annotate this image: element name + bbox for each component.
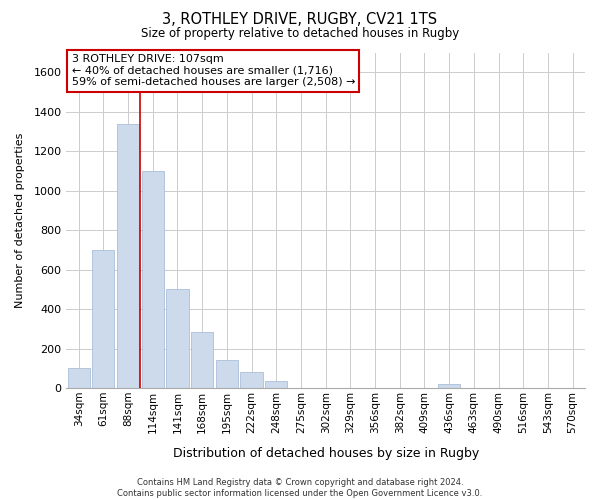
X-axis label: Distribution of detached houses by size in Rugby: Distribution of detached houses by size … [173, 447, 479, 460]
Bar [92, 250, 115, 388]
Bar [241, 372, 263, 388]
Bar [438, 384, 460, 388]
Bar [265, 382, 287, 388]
Bar [191, 332, 213, 388]
Text: 3, ROTHLEY DRIVE, RUGBY, CV21 1TS: 3, ROTHLEY DRIVE, RUGBY, CV21 1TS [163, 12, 437, 28]
Text: Size of property relative to detached houses in Rugby: Size of property relative to detached ho… [141, 28, 459, 40]
Y-axis label: Number of detached properties: Number of detached properties [15, 132, 25, 308]
Bar [216, 360, 238, 388]
Text: Contains HM Land Registry data © Crown copyright and database right 2024.
Contai: Contains HM Land Registry data © Crown c… [118, 478, 482, 498]
Bar [117, 124, 139, 388]
Text: 3 ROTHLEY DRIVE: 107sqm
← 40% of detached houses are smaller (1,716)
59% of semi: 3 ROTHLEY DRIVE: 107sqm ← 40% of detache… [71, 54, 355, 88]
Bar [142, 171, 164, 388]
Bar [68, 368, 90, 388]
Bar [166, 290, 188, 388]
